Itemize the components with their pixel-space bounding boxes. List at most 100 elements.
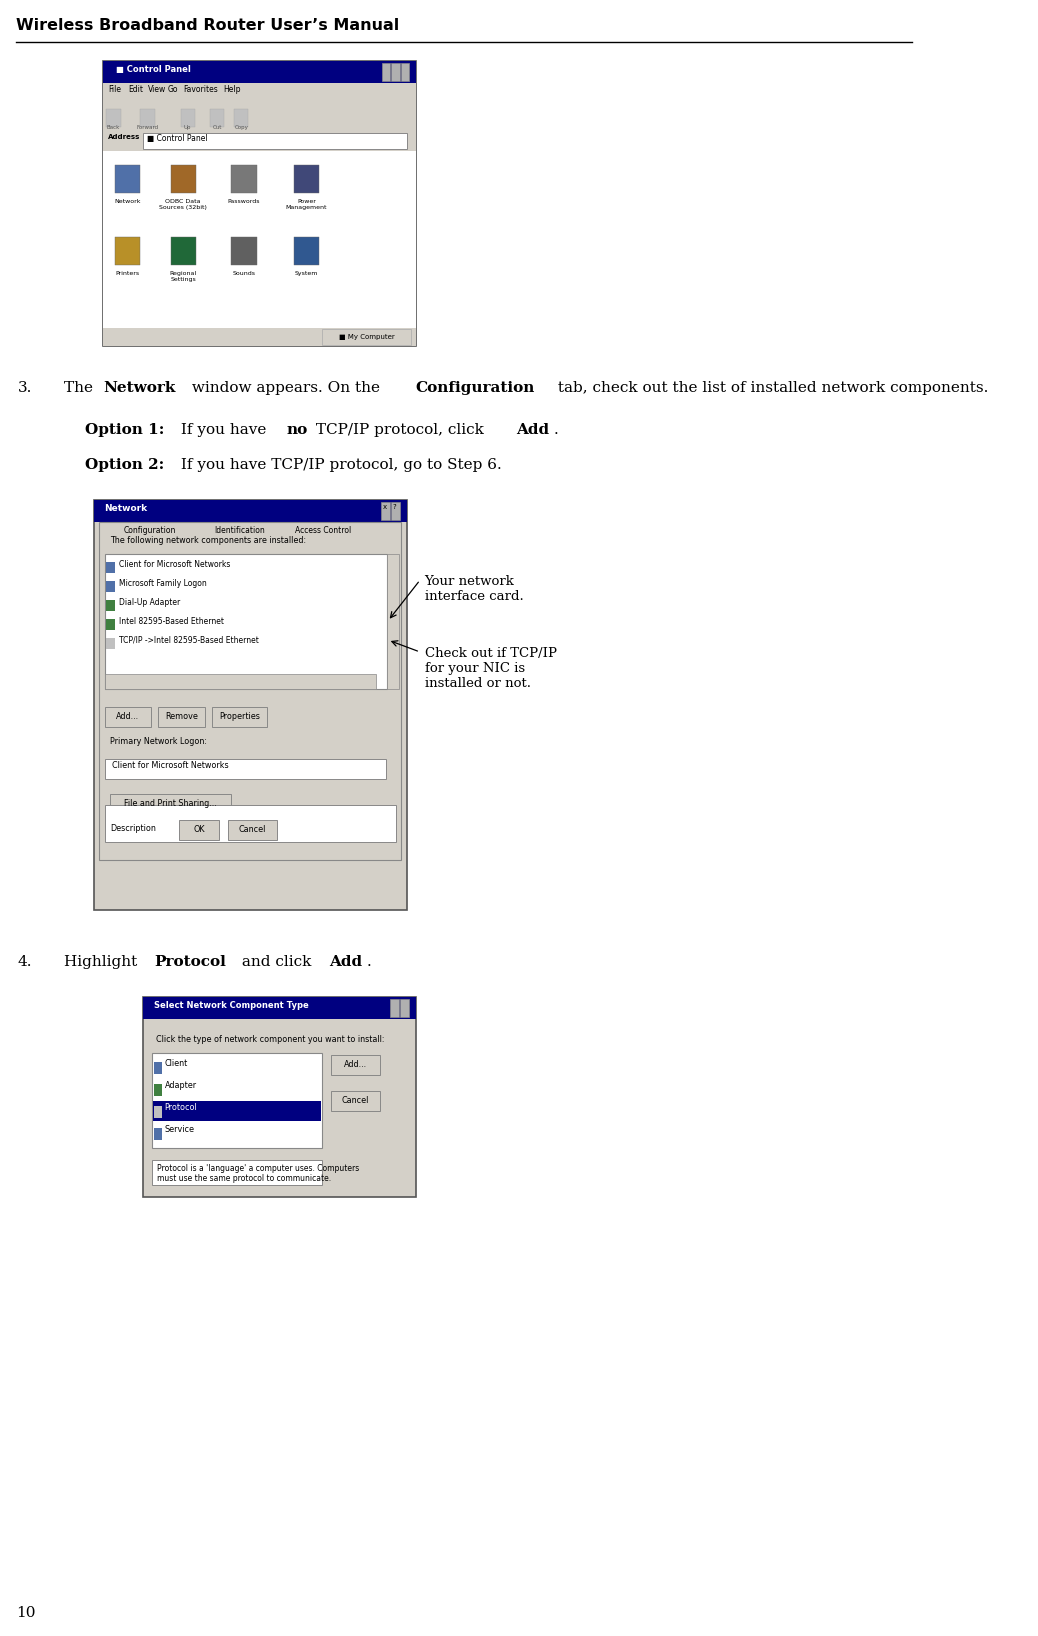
FancyBboxPatch shape <box>152 1160 322 1184</box>
Text: .: . <box>367 955 372 969</box>
FancyBboxPatch shape <box>105 555 387 689</box>
Text: System: System <box>295 272 319 276</box>
FancyBboxPatch shape <box>143 133 407 149</box>
FancyBboxPatch shape <box>103 522 196 545</box>
Text: no: no <box>286 424 307 437</box>
FancyBboxPatch shape <box>154 1106 162 1117</box>
FancyBboxPatch shape <box>106 618 115 630</box>
FancyBboxPatch shape <box>103 327 415 345</box>
Text: Cancel: Cancel <box>342 1096 368 1106</box>
Text: If you have: If you have <box>176 424 272 437</box>
Text: Intel 82595-Based Ethernet: Intel 82595-Based Ethernet <box>119 617 224 627</box>
Text: and click: and click <box>238 955 317 969</box>
Text: Add: Add <box>329 955 362 969</box>
Text: Add: Add <box>516 424 549 437</box>
FancyBboxPatch shape <box>235 110 248 128</box>
Text: Check out if TCP/IP
for your NIC is
installed or not.: Check out if TCP/IP for your NIC is inst… <box>425 646 556 690</box>
Text: If you have: If you have <box>176 424 272 437</box>
FancyBboxPatch shape <box>322 329 411 345</box>
Text: TCP/IP protocol, click: TCP/IP protocol, click <box>310 424 489 437</box>
Text: Primary Network Logon:: Primary Network Logon: <box>110 736 207 746</box>
Text: 3.: 3. <box>18 381 32 394</box>
Text: Your network
interface card.: Your network interface card. <box>425 574 523 604</box>
Text: Option 1:: Option 1: <box>85 424 164 437</box>
Text: Option 1:: Option 1: <box>85 424 164 437</box>
Text: Highlight: Highlight <box>64 955 142 969</box>
FancyBboxPatch shape <box>294 165 319 193</box>
Text: tab, check out the list of installed network components.: tab, check out the list of installed net… <box>553 381 988 394</box>
Text: Back: Back <box>107 124 120 129</box>
Text: Help: Help <box>223 85 241 93</box>
FancyBboxPatch shape <box>331 1091 380 1111</box>
Text: Click the type of network component you want to install:: Click the type of network component you … <box>156 1036 384 1044</box>
Text: View: View <box>147 85 166 93</box>
Text: Identification: Identification <box>214 527 265 535</box>
Text: tab, check out the list of installed network components.: tab, check out the list of installed net… <box>553 381 988 394</box>
FancyBboxPatch shape <box>402 64 409 82</box>
FancyBboxPatch shape <box>294 237 319 265</box>
Text: Wireless Broadband Router User’s Manual: Wireless Broadband Router User’s Manual <box>16 18 400 33</box>
FancyBboxPatch shape <box>103 83 415 101</box>
FancyBboxPatch shape <box>106 563 115 573</box>
Text: Go: Go <box>167 85 177 93</box>
FancyBboxPatch shape <box>231 165 256 193</box>
Text: Add...: Add... <box>116 713 139 721</box>
Text: 10: 10 <box>16 1607 35 1620</box>
Text: .: . <box>554 424 558 437</box>
FancyBboxPatch shape <box>152 1054 322 1148</box>
FancyBboxPatch shape <box>105 759 386 779</box>
Text: Favorites: Favorites <box>184 85 218 93</box>
Text: Client: Client <box>164 1058 188 1068</box>
Text: Protocol is a 'language' a computer uses. Computers
must use the same protocol t: Protocol is a 'language' a computer uses… <box>158 1163 359 1183</box>
Text: Service: Service <box>164 1126 194 1134</box>
Text: ?: ? <box>392 504 397 510</box>
FancyBboxPatch shape <box>170 237 196 265</box>
Text: Option 2:: Option 2: <box>85 458 164 473</box>
FancyBboxPatch shape <box>140 110 155 128</box>
FancyBboxPatch shape <box>228 820 277 839</box>
FancyBboxPatch shape <box>143 996 415 1019</box>
Text: ■ My Computer: ■ My Computer <box>338 334 394 340</box>
FancyBboxPatch shape <box>170 165 196 193</box>
FancyBboxPatch shape <box>389 1000 399 1018</box>
FancyBboxPatch shape <box>154 1062 162 1073</box>
FancyBboxPatch shape <box>103 151 415 327</box>
Text: Option 2:: Option 2: <box>85 458 164 473</box>
Text: Description: Description <box>110 825 156 833</box>
FancyBboxPatch shape <box>103 101 415 131</box>
Text: The: The <box>64 381 99 394</box>
FancyBboxPatch shape <box>210 110 224 128</box>
Text: Client for Microsoft Networks: Client for Microsoft Networks <box>112 761 228 771</box>
Text: Client for Microsoft Networks: Client for Microsoft Networks <box>119 560 230 569</box>
FancyBboxPatch shape <box>105 805 395 843</box>
FancyBboxPatch shape <box>106 638 115 649</box>
Text: 4.: 4. <box>18 955 32 969</box>
FancyBboxPatch shape <box>103 61 415 345</box>
FancyBboxPatch shape <box>106 581 115 592</box>
FancyBboxPatch shape <box>331 1055 380 1075</box>
Text: Select Network Component Type: Select Network Component Type <box>154 1001 308 1009</box>
Text: Highlight: Highlight <box>64 955 142 969</box>
Text: Add: Add <box>329 955 362 969</box>
FancyBboxPatch shape <box>382 64 389 82</box>
Text: Forward: Forward <box>136 124 159 129</box>
Text: ■ Control Panel: ■ Control Panel <box>147 134 208 142</box>
Text: x: x <box>383 504 387 510</box>
Text: Edit: Edit <box>128 85 143 93</box>
FancyBboxPatch shape <box>103 131 415 151</box>
FancyBboxPatch shape <box>391 64 400 82</box>
Text: Passwords: Passwords <box>227 200 261 204</box>
Text: If you have TCP/IP protocol, go to Step 6.: If you have TCP/IP protocol, go to Step … <box>176 458 502 473</box>
FancyBboxPatch shape <box>158 707 204 726</box>
FancyBboxPatch shape <box>231 237 256 265</box>
Text: no: no <box>286 424 307 437</box>
Text: and click: and click <box>238 955 317 969</box>
Text: window appears. On the: window appears. On the <box>187 381 385 394</box>
Text: TCP/IP protocol, click: TCP/IP protocol, click <box>310 424 489 437</box>
FancyBboxPatch shape <box>143 996 415 1198</box>
Text: Protocol: Protocol <box>155 955 226 969</box>
Text: .: . <box>554 424 558 437</box>
Text: File and Print Sharing...: File and Print Sharing... <box>124 800 217 808</box>
FancyBboxPatch shape <box>381 502 389 520</box>
FancyBboxPatch shape <box>93 501 407 910</box>
